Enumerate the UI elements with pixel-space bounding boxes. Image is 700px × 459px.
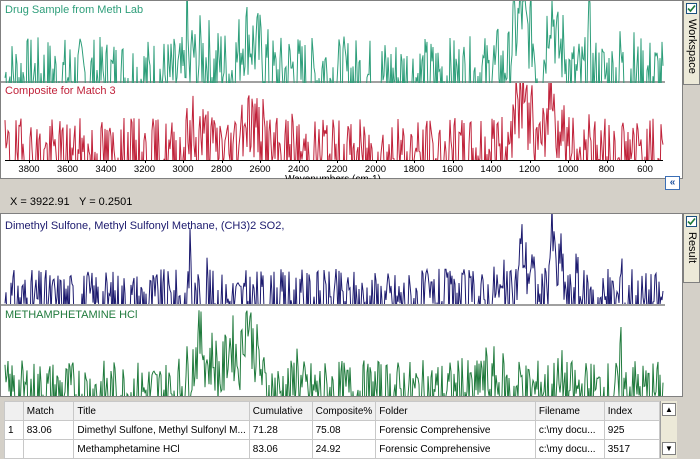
result-spectrum-1-title: Dimethyl Sulfone, Methyl Sulfonyl Methan… <box>5 220 285 232</box>
cell-cumulative: 71.28 <box>248 420 313 440</box>
cell-composite: 75.08 <box>311 420 377 440</box>
cell-index: 925 <box>603 420 661 440</box>
x-axis-tick-label: 2000 <box>364 164 387 175</box>
result-spectrum-2-title: METHAMPHETAMINE HCl <box>5 309 138 321</box>
coordinate-y: Y = 0.2501 <box>79 196 133 208</box>
x-axis-tick-label: 3600 <box>56 164 79 175</box>
x-axis-tick-mark <box>183 160 184 163</box>
workspace-tab-label: Workspace <box>686 19 698 74</box>
x-axis-tick-label: 1800 <box>403 164 425 175</box>
workspace-spectrum-2-title: Composite for Match 3 <box>5 85 116 97</box>
cell-folder: Forensic Comprehensive <box>375 439 536 459</box>
column-header-title[interactable]: Title <box>73 401 250 421</box>
x-axis-tick-mark <box>221 160 223 163</box>
cell-filename: c:\my docu... <box>534 420 605 440</box>
x-axis-tick-mark <box>144 160 146 163</box>
result-spectrum-divider <box>1 304 665 306</box>
table-row[interactable]: 1 83.06 Dimethyl Sulfone, Methyl Sulfony… <box>4 420 661 440</box>
collapse-button[interactable]: « <box>665 176 680 190</box>
x-axis-tick-label: 3800 <box>18 164 40 175</box>
x-axis-tick-label: 2600 <box>249 164 271 175</box>
cell-match: 83.06 <box>22 420 75 440</box>
x-axis-tick-mark <box>568 160 569 163</box>
x-axis-tick-label: 1400 <box>480 164 502 175</box>
x-axis-tick-mark <box>260 160 261 163</box>
x-axis-tick-mark <box>529 160 531 163</box>
cell-row-number <box>4 439 24 459</box>
check-icon <box>687 217 696 226</box>
coordinate-x: X = 3922.91 <box>10 196 70 208</box>
x-axis-tick-label: 600 <box>637 164 653 175</box>
workspace-spectrum-2 <box>4 83 664 161</box>
x-axis-tick-label: 2400 <box>287 164 310 175</box>
scroll-down-button[interactable]: ▼ <box>662 442 676 455</box>
x-axis-tick-mark <box>645 160 646 163</box>
cell-composite: 24.92 <box>311 439 377 459</box>
workspace-pane: Drug Sample from Meth Lab Composite for … <box>0 0 683 185</box>
column-header-match[interactable]: Match <box>22 401 75 421</box>
x-axis-tick-mark <box>29 160 30 163</box>
x-axis-tick-mark <box>337 160 338 163</box>
x-axis-line <box>5 160 663 161</box>
x-axis-tick-mark <box>491 160 492 163</box>
x-axis-tick-mark <box>606 160 608 163</box>
workspace-spectrum-1-title: Drug Sample from Meth Lab <box>5 4 144 16</box>
double-chevron-left-icon: « <box>669 177 676 188</box>
column-header-cumulative[interactable]: Cumulative <box>248 401 313 421</box>
table-header-row: Match Title Cumulative Composite% Folder… <box>4 401 661 421</box>
x-axis-tick-label: 1200 <box>518 164 541 175</box>
column-header-filename[interactable]: Filename <box>534 401 605 421</box>
table-scrollbar[interactable]: ▲ ▼ <box>660 401 677 458</box>
workspace-spectrum-1 <box>4 1 664 83</box>
check-icon <box>687 4 696 13</box>
workspace-checkbox[interactable] <box>686 3 697 14</box>
coordinate-bar <box>0 179 700 209</box>
results-table: Match Title Cumulative Composite% Folder… <box>4 401 661 459</box>
cell-folder: Forensic Comprehensive <box>375 420 536 440</box>
workspace-tab[interactable]: Workspace <box>683 0 700 85</box>
result-spectrum-2 <box>4 310 664 396</box>
x-axis-tick-label: 1600 <box>441 164 464 175</box>
x-axis-tick-label: 800 <box>598 164 615 175</box>
result-tab-label: Result <box>686 232 698 264</box>
cell-cumulative: 83.06 <box>248 439 313 459</box>
arrow-up-icon: ▲ <box>665 405 673 414</box>
result-tab[interactable]: Result <box>683 213 700 283</box>
column-header-folder[interactable]: Folder <box>375 401 536 421</box>
column-header-index[interactable]: Index <box>603 401 661 421</box>
cell-filename: c:\my docu... <box>534 439 605 459</box>
arrow-down-icon: ▼ <box>665 444 673 453</box>
x-axis-tick-label: 2800 <box>210 164 233 175</box>
x-axis-tick-mark <box>106 160 107 163</box>
cell-index: 3517 <box>603 439 661 459</box>
result-pane: Dimethyl Sulfone, Methyl Sulfonyl Methan… <box>0 213 683 397</box>
x-axis-tick-mark <box>298 160 300 163</box>
column-header-row-number[interactable] <box>4 401 24 421</box>
x-axis-tick-mark <box>375 160 377 163</box>
cell-title: Dimethyl Sulfone, Methyl Sulfonyl M... <box>73 420 250 440</box>
x-axis-tick-label: 2200 <box>326 164 348 175</box>
cell-row-number: 1 <box>4 420 24 440</box>
x-axis-tick-label: 3000 <box>172 164 194 175</box>
x-axis-tick-mark <box>452 160 454 163</box>
x-axis-tick-label: 1000 <box>557 164 579 175</box>
scroll-up-button[interactable]: ▲ <box>662 403 676 416</box>
x-axis-tick-label: 3400 <box>95 164 117 175</box>
result-spectrum-1 <box>4 214 664 304</box>
x-axis-tick-mark <box>67 160 69 163</box>
result-checkbox[interactable] <box>686 216 697 227</box>
column-header-composite[interactable]: Composite% <box>311 401 377 421</box>
table-row[interactable]: Methamphetamine HCl 83.06 24.92 Forensic… <box>4 439 661 459</box>
cell-match <box>22 439 75 459</box>
x-axis-tick-mark <box>414 160 415 163</box>
x-axis-tick-label: 3200 <box>133 164 156 175</box>
cell-title: Methamphetamine HCl <box>73 439 250 459</box>
